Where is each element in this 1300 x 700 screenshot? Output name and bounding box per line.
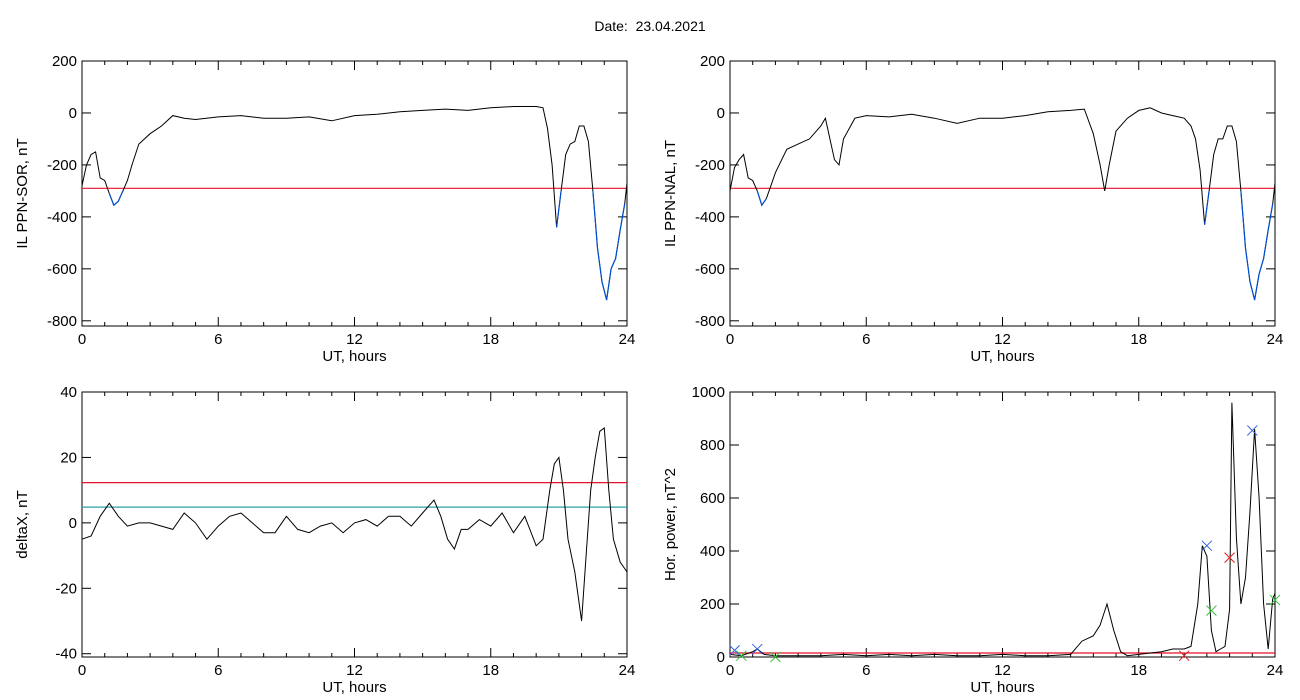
x-tick-label: 18 [482, 331, 499, 348]
y-tick-label: -600 [47, 261, 77, 278]
y-tick-label: 0 [69, 515, 77, 532]
y-tick-label: -400 [47, 209, 77, 226]
x-tick-label: 6 [214, 331, 222, 348]
y-axis-label: IL PPN-NAL, nT [662, 140, 679, 247]
y-tick-label: 0 [717, 105, 725, 122]
x-tick-label: 12 [346, 662, 363, 679]
plot-frame [729, 391, 1276, 658]
marker-stroke [729, 645, 740, 656]
x-tick-label: 24 [1267, 331, 1284, 348]
below-threshold-segment [556, 190, 562, 228]
marker-blue [1201, 540, 1213, 552]
chart-panel-1: 0 6 12 18 24 200 0 -200 -400 -600 -800 UT, hours IL … [14, 53, 635, 365]
marker-blue [1246, 425, 1258, 436]
x-axis-label: UT, hours [322, 679, 386, 696]
below-threshold-segment [1240, 190, 1274, 301]
y-tick-label: 400 [700, 543, 725, 560]
chart-panel-3: 0 6 12 18 24 40 20 0 -20 -40 UT, hours deltaX, nT [14, 384, 635, 696]
marker-blue [751, 643, 763, 655]
series-line [81, 427, 628, 622]
x-tick-label: 12 [346, 331, 363, 348]
marker-stroke [736, 650, 747, 662]
series-line [729, 402, 1276, 657]
y-tick-label: 200 [700, 53, 725, 70]
marker-stroke [1269, 594, 1281, 606]
chart-panel-2: 0 6 12 18 24 200 0 -200 -400 -600 -800 UT, hours IL … [662, 53, 1283, 365]
y-axis-label: IL PPN-SOR, nT [14, 138, 31, 248]
marker-stroke [1224, 552, 1235, 563]
marker-green [736, 650, 747, 662]
below-threshold-segment [108, 190, 124, 207]
x-tick-label: 0 [78, 331, 86, 348]
marker-green [1269, 594, 1281, 606]
x-axis-label: UT, hours [322, 348, 386, 365]
x-tick-label: 0 [78, 662, 86, 679]
marker-red [1224, 552, 1235, 563]
marker-green [770, 651, 781, 663]
y-tick-label: -800 [695, 313, 725, 330]
x-tick-label: 6 [862, 331, 870, 348]
x-tick-label: 18 [1130, 331, 1147, 348]
y-tick-label: -40 [55, 646, 77, 663]
y-tick-label: 0 [69, 105, 77, 122]
x-axis-label: UT, hours [970, 348, 1034, 365]
x-tick-label: 0 [726, 331, 734, 348]
below-threshold-segment [756, 190, 767, 207]
x-tick-label: 0 [726, 662, 734, 679]
y-tick-label: 600 [700, 490, 725, 507]
marker-stroke [751, 643, 763, 655]
plot-frame [81, 60, 628, 327]
y-tick-label: 20 [60, 449, 77, 466]
page-title: Date: 23.04.2021 [594, 18, 706, 34]
y-axis-label: Hor. power, nT^2 [662, 468, 679, 581]
chart-panel-4: 0 6 12 18 24 1000 800 600 400 200 0 UT, hours Hor. p… [662, 384, 1283, 696]
marker-stroke [1201, 540, 1213, 552]
y-tick-label: -20 [55, 580, 77, 597]
series-line [729, 107, 1276, 301]
plot-frame [729, 60, 1276, 327]
y-tick-label: -600 [695, 261, 725, 278]
y-tick-label: 0 [717, 649, 725, 666]
x-tick-label: 6 [214, 662, 222, 679]
y-tick-label: -200 [695, 157, 725, 174]
y-axis-label: deltaX, nT [14, 490, 31, 558]
marker-stroke [1246, 425, 1258, 436]
marker-blue [729, 645, 740, 656]
y-tick-label: -400 [695, 209, 725, 226]
x-tick-label: 24 [1267, 662, 1284, 679]
below-threshold-segment [592, 190, 626, 301]
marker-stroke [770, 651, 781, 663]
y-tick-label: 800 [700, 437, 725, 454]
series-line [81, 106, 628, 301]
y-tick-label: -200 [47, 157, 77, 174]
marker-stroke [1206, 605, 1217, 616]
y-tick-label: 40 [60, 384, 77, 401]
x-tick-label: 24 [619, 331, 636, 348]
x-tick-label: 24 [619, 662, 636, 679]
y-tick-label: -800 [47, 313, 77, 330]
marker-stroke [1178, 650, 1190, 662]
marker-green [1206, 605, 1217, 616]
y-tick-label: 200 [52, 53, 77, 70]
x-axis-label: UT, hours [970, 679, 1034, 696]
x-tick-label: 12 [994, 331, 1011, 348]
x-tick-label: 18 [1130, 662, 1147, 679]
x-tick-label: 6 [862, 662, 870, 679]
y-tick-label: 200 [700, 596, 725, 613]
below-threshold-segment [1204, 190, 1210, 225]
x-tick-label: 18 [482, 662, 499, 679]
marker-red [1178, 650, 1190, 662]
y-tick-label: 1000 [692, 384, 725, 401]
x-tick-label: 12 [994, 662, 1011, 679]
